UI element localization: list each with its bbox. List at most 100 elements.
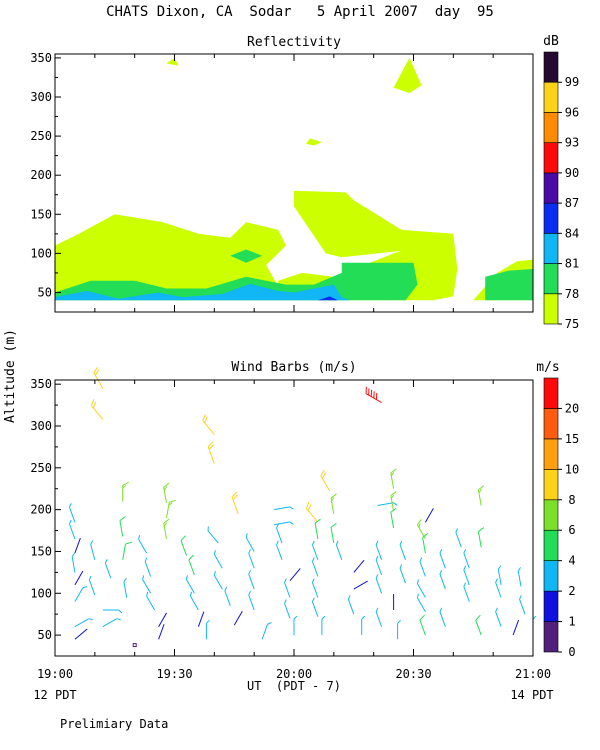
wind-barb-shaft: [419, 619, 426, 636]
wind-barb-flag: [202, 414, 206, 421]
wind-barb: [311, 557, 319, 577]
wind-barb-shaft: [439, 552, 446, 569]
wind-barb-shaft: [158, 612, 168, 627]
wind-barb-shaft: [144, 561, 152, 577]
reflectivity-colorbar-swatch: [543, 293, 559, 325]
wind-barb-flag: [335, 540, 339, 545]
wind-barb-shaft: [475, 619, 482, 636]
wind-barb-flag: [399, 564, 403, 569]
wind-barb-flag: [321, 472, 327, 479]
wind-barb: [353, 559, 365, 573]
wind-barb-flag: [307, 504, 312, 511]
wind-barb: [399, 564, 406, 584]
wind-barb-flag: [204, 416, 208, 424]
wind-barb-flag: [390, 472, 395, 477]
wind-barb: [419, 557, 426, 577]
wind-barb-flag: [213, 550, 216, 555]
wind-barb: [158, 612, 168, 627]
wind-barb: [320, 469, 331, 492]
wind-barb-flag: [90, 399, 95, 406]
wind-barb-flag: [478, 527, 485, 532]
wind-barb-shaft: [202, 420, 215, 435]
wind-barb-shaft: [375, 578, 383, 594]
wind-barb: [261, 622, 272, 640]
wind-barb-flag: [138, 535, 141, 540]
wind-colorbar-swatch: [543, 499, 559, 531]
wind-barb: [311, 597, 319, 617]
wind-y-tick-label: 150: [30, 544, 52, 558]
wind-barb-flag: [88, 618, 93, 621]
wind-barb: [463, 549, 470, 569]
wind-barb-shaft: [311, 582, 319, 598]
wind-barb-flag: [418, 523, 421, 528]
reflectivity-contour-75-0: [55, 214, 286, 301]
wind-colorbar-label: 20: [565, 401, 579, 415]
wind-y-tick-label: 350: [30, 377, 52, 391]
wind-barb-flag: [116, 618, 121, 621]
wind-barb-flag: [311, 597, 315, 602]
wind-barb-flag: [119, 516, 126, 522]
wind-barb-shaft: [512, 619, 520, 636]
wind-barb-flag: [94, 369, 100, 376]
wind-barb-shaft: [90, 544, 96, 560]
wind-barb-shaft: [261, 624, 269, 640]
wind-barb-flag: [123, 577, 127, 583]
wind-barb-flag: [276, 524, 279, 529]
wind-barb-shaft: [90, 405, 104, 420]
wind-barb-shaft: [102, 618, 117, 628]
wind-barb-flag: [495, 578, 498, 583]
reflectivity-y-tick-label: 200: [30, 168, 52, 182]
wind-barb: [419, 614, 426, 636]
wind-barb-flag: [375, 555, 379, 561]
x-tick-label: 19:30: [156, 667, 192, 681]
wind-barb: [202, 414, 215, 435]
wind-colorbar-label: m/s: [536, 360, 559, 375]
x-left-note: 12 PDT: [33, 688, 76, 702]
wind-barb-flag: [375, 574, 379, 579]
wind-barb-flag: [393, 502, 398, 506]
wind-y-axis: 50 100 150 200 250 300 350: [30, 377, 61, 657]
reflectivity-colorbar-label: 75: [565, 317, 579, 331]
wind-barb-flag: [163, 486, 168, 491]
reflectivity-y-axis: 50 100 150 200 250 300 350: [30, 51, 61, 313]
wind-barb-shaft: [419, 561, 426, 577]
wind-barb: [132, 643, 137, 648]
wind-barb-shaft: [305, 508, 319, 523]
wind-barb: [439, 607, 446, 627]
wind-barb-shaft: [353, 559, 365, 573]
wind-barb: [276, 540, 283, 560]
reflectivity-title: Reflectivity: [247, 35, 341, 50]
reflectivity-colorbar-label: 96: [565, 105, 579, 119]
wind-barb: [88, 575, 96, 596]
reflectivity-colorbar-swatch: [543, 112, 559, 143]
wind-barb-shaft: [347, 598, 355, 615]
wind-barb: [274, 506, 294, 511]
wind-barb-flag: [276, 540, 279, 545]
wind-barb-shaft: [439, 573, 446, 590]
wind-barb-flag: [419, 557, 423, 562]
reflectivity-colorbar-label: 93: [565, 136, 579, 150]
wind-barb: [213, 571, 223, 590]
x-tick-label: 19:00: [37, 667, 73, 681]
wind-barb-flag: [180, 535, 187, 541]
wind-barb: [144, 557, 152, 577]
wind-barb-shaft: [375, 559, 383, 576]
wind-barb: [314, 518, 321, 539]
wind-barb: [68, 503, 76, 523]
wind-colorbar-swatch: [543, 529, 559, 561]
wind-barb-flag: [245, 533, 248, 538]
wind-barb-flag: [82, 586, 88, 589]
wind-barb: [475, 614, 482, 636]
wind-barb: [205, 619, 210, 640]
wind-barb-calm: [132, 643, 137, 648]
wind-barb-shaft: [71, 556, 76, 573]
wind-barb: [284, 578, 291, 598]
wind-barb-flag: [314, 518, 321, 524]
wind-barb-shaft: [416, 597, 426, 612]
wind-barb-flag: [347, 595, 351, 600]
wind-barb-shaft: [311, 561, 319, 577]
wind-colorbar-swatch: [543, 469, 559, 501]
wind-barb-flag: [93, 366, 98, 374]
wind-barb: [347, 595, 355, 615]
